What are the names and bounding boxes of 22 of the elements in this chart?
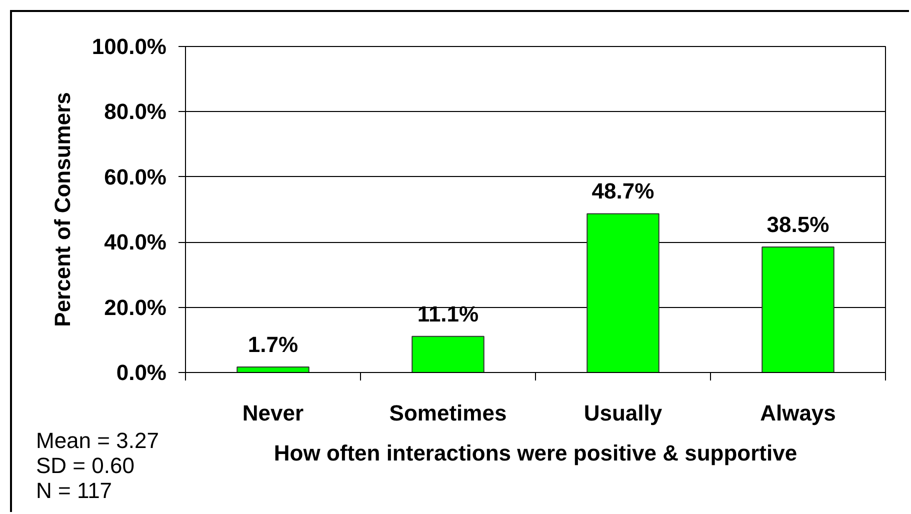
y-tick-label: 80.0% — [104, 99, 167, 124]
text: N = 117 — [36, 478, 114, 503]
y-tick-label: 60.0% — [104, 164, 167, 190]
bar — [762, 246, 834, 372]
y-tick-label: 0.0% — [116, 360, 167, 385]
x-tick-label: Sometimes — [389, 400, 507, 426]
text: Mean = 3.27 — [36, 428, 159, 453]
data-label: 1.7% — [248, 332, 298, 357]
data-label: 48.7% — [592, 178, 654, 204]
x-axis-title: How often interactions were positive & supportive — [274, 440, 798, 466]
y-tick-label: 20.0% — [104, 294, 167, 320]
bar — [412, 336, 484, 372]
x-tick-label: Always — [760, 400, 836, 426]
y-axis-title: Percent of Consumers — [50, 92, 75, 327]
bar — [586, 213, 660, 372]
text: SD = 0.60 — [36, 453, 136, 478]
data-label: 38.5% — [766, 212, 830, 237]
bar — [236, 366, 310, 372]
y-tick-label: 100.0% — [92, 34, 167, 59]
y-tick-label: 40.0% — [104, 230, 167, 255]
x-tick-label: Never — [242, 400, 304, 426]
x-tick-label: Usually — [584, 400, 663, 426]
